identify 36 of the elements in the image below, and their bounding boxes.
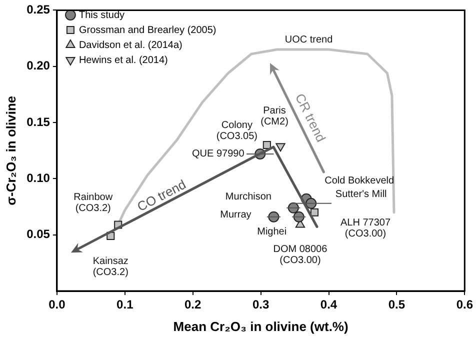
legend-label: This study <box>78 10 125 21</box>
annotation: Paris (CM2) <box>260 105 288 128</box>
annotation: ALH 77307 (CO3.00) <box>340 218 391 240</box>
x-tick-label: 0.2 <box>184 298 202 312</box>
x-tick-label: 0.4 <box>320 298 338 312</box>
x-tick-label: 0.6 <box>456 298 474 312</box>
annotation: DOM 08006 (CO3.00) <box>273 244 328 266</box>
annotation: UOC trend <box>284 34 333 46</box>
annotation: CR trend <box>292 91 329 144</box>
y-tick-label: 0.10 <box>26 170 50 185</box>
annotation: Mighei <box>257 226 287 238</box>
x-tick-label: 0.0 <box>48 298 66 312</box>
annotation: Sutter's Mill <box>335 189 387 200</box>
legend-label: Grossman and Brearley (2005) <box>78 24 216 36</box>
point <box>276 143 286 152</box>
annotation: Kainsaz (CO3.2) <box>92 256 128 278</box>
y-axis-title: σ-Cr₂O₃ in olivine <box>3 96 18 206</box>
x-axis-title: Mean Cr₂O₃ in olivine (wt.%) <box>173 318 348 334</box>
x-tick-label: 0.3 <box>252 298 270 312</box>
x-tick-label: 0.1 <box>116 298 134 312</box>
x-tick-label: 0.5 <box>388 298 406 312</box>
annotation: Murchison <box>225 192 272 203</box>
annotation: Murray <box>220 210 252 221</box>
legend-label: Hewins et al. (2014) <box>78 54 168 66</box>
annotation: Colony (CO3.05) <box>216 120 258 142</box>
y-tick-label: 0.25 <box>26 2 50 17</box>
y-tick-label: 0.20 <box>26 58 50 73</box>
point <box>262 140 271 150</box>
annotation: Rainbow (CO3.2) <box>74 192 114 214</box>
legend-label: Davidson et al. (2014a) <box>78 40 182 51</box>
annotation: Cold Bokkeveld <box>324 176 394 187</box>
annotation: QUE 97990 <box>192 148 245 160</box>
y-tick-label: 0.05 <box>26 227 50 242</box>
y-tick-label: 0.15 <box>26 114 50 129</box>
point <box>310 208 319 216</box>
annotation: CO trend <box>134 176 188 214</box>
